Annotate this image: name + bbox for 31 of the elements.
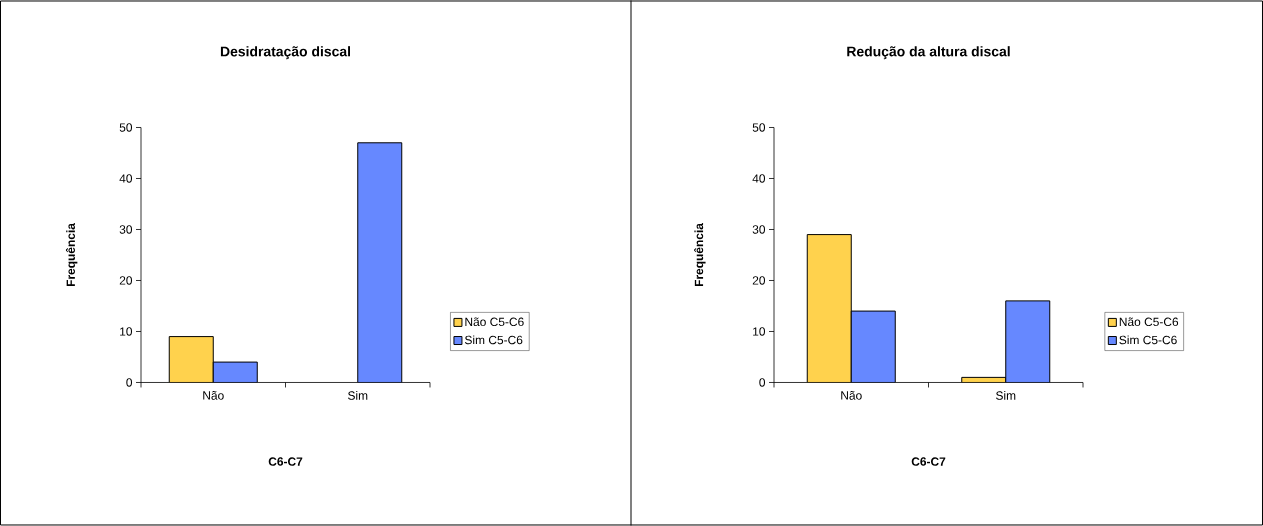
bar — [851, 311, 896, 383]
chart-title: Redução da altura discal — [847, 46, 1010, 60]
bar — [213, 362, 258, 383]
x-tick-label: Sim — [348, 391, 368, 400]
chart-title: Desidratação discal — [220, 46, 351, 60]
bar — [357, 142, 403, 383]
x-tick-label: Não — [203, 391, 224, 400]
y-tick-label: 30 — [752, 225, 766, 234]
y-tick-label: 0 — [759, 378, 766, 387]
y-tick-label: 20 — [119, 276, 133, 285]
y-tick-label: 20 — [752, 276, 766, 285]
x-axis-title: C6-C7 — [268, 457, 303, 466]
y-tick-label: 50 — [119, 123, 133, 132]
bar — [807, 234, 852, 383]
y-tick-label: 50 — [752, 123, 766, 132]
x-tick-label: Sim — [996, 391, 1016, 400]
x-axis-title: C6-C7 — [911, 457, 946, 466]
legend-label: Não C5-C6 — [1119, 317, 1179, 327]
y-tick-label: 10 — [120, 327, 133, 336]
y-axis-title: Frequência — [694, 223, 706, 287]
y-tick-label: 40 — [752, 174, 766, 183]
y-tick-label: 10 — [753, 327, 766, 336]
y-axis-title: Frequência — [65, 223, 78, 287]
legend-label: Sim C5-C6 — [464, 335, 523, 345]
y-tick-label: 0 — [126, 378, 133, 387]
y-tick-label: 40 — [119, 174, 133, 183]
bar — [1005, 300, 1051, 383]
legend-label: Não C5-C6 — [465, 317, 524, 327]
x-tick-label: Não — [841, 391, 862, 400]
y-tick-label: 30 — [119, 225, 133, 234]
legend-label: Sim C5-C6 — [1119, 335, 1177, 345]
